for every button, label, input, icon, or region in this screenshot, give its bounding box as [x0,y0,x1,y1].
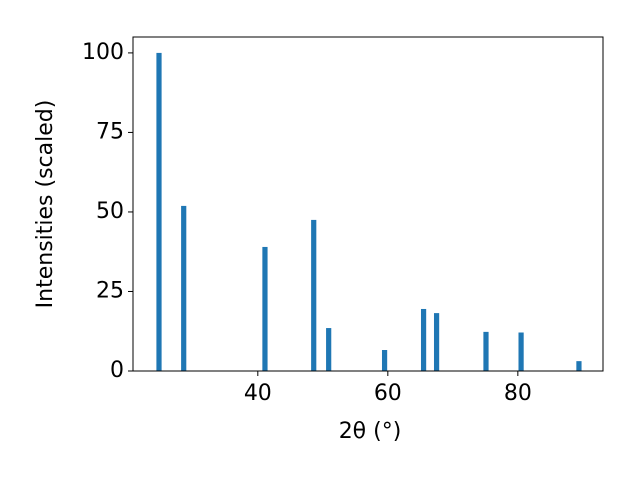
y-tick-label: 0 [110,358,124,383]
x-axis-label: 2θ (°) [339,419,402,444]
bar [381,350,388,371]
y-tick-label: 75 [96,119,124,144]
bar [311,219,317,371]
y-tick-label: 25 [96,278,124,303]
bar [483,331,489,371]
y-axis-label: Intensities (scaled) [33,100,58,309]
x-tick-label: 40 [244,381,272,406]
x-tick-label: 60 [374,381,402,406]
x-tick-label: 80 [504,381,532,406]
bar [433,313,440,371]
bar [576,361,582,371]
bar [326,328,332,371]
bar [181,205,187,371]
bar [420,308,427,371]
y-tick-label: 100 [82,40,124,65]
plot-frame [132,36,604,372]
bar [518,332,524,371]
y-tick-label: 50 [96,199,124,224]
bar [156,52,162,372]
bar [262,246,268,371]
